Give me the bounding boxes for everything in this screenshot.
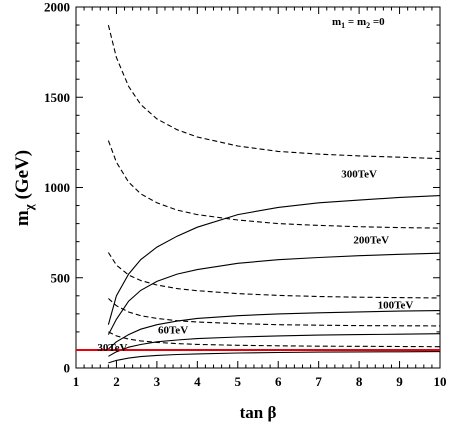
solid-curve: [107, 252, 441, 335]
solid-curve: [108, 310, 441, 350]
x-tick-label: 3: [154, 374, 161, 389]
dashed-curve: [108, 331, 441, 348]
x-tick-label: 6: [275, 374, 282, 389]
y-tick-label: 1500: [44, 90, 70, 105]
dashed-curve: [107, 140, 441, 229]
curve-label: 100TeV: [378, 299, 414, 311]
curve-label: 30TeV: [97, 342, 127, 354]
y-tick-label: 1000: [44, 180, 70, 195]
y-tick-label: 2000: [44, 0, 70, 15]
x-tick-label: 4: [194, 374, 201, 389]
curve-label: 300TeV: [341, 169, 377, 181]
x-tick-label: 1: [73, 374, 80, 389]
annotation: m1 = m2 =0: [332, 16, 385, 30]
x-axis-label: tan β: [240, 403, 277, 422]
x-tick-label: 8: [356, 374, 363, 389]
solid-curve: [107, 195, 441, 325]
curve-label: 200TeV: [353, 234, 389, 246]
dashed-curve: [107, 24, 441, 160]
y-tick-label: 0: [64, 361, 71, 376]
dashed-curve: [107, 252, 441, 299]
curves: [76, 24, 441, 364]
solid-curve: [108, 351, 441, 364]
x-tick-label: 7: [315, 374, 322, 389]
plot-frame: [75, 6, 441, 369]
curve-label: 60TeV: [158, 325, 188, 337]
y-axis-label: mχ (GeV): [12, 150, 36, 226]
solid-curve: [108, 333, 441, 357]
y-tick-label: 500: [51, 270, 71, 285]
x-tick-label: 10: [434, 374, 447, 389]
curve-labels: 300TeV 200TeV 100TeV 60TeV 30TeV: [97, 169, 413, 354]
dashed-curve: [108, 298, 441, 327]
x-tick-label: 9: [396, 374, 403, 389]
x-tick-label: 2: [113, 374, 120, 389]
x-tick-label: 5: [235, 374, 242, 389]
tick-labels: 1 2 3 4 5 6 7 8 9 10 0 500 1000 1500 2000: [44, 0, 447, 389]
tick-marks: [75, 6, 441, 369]
